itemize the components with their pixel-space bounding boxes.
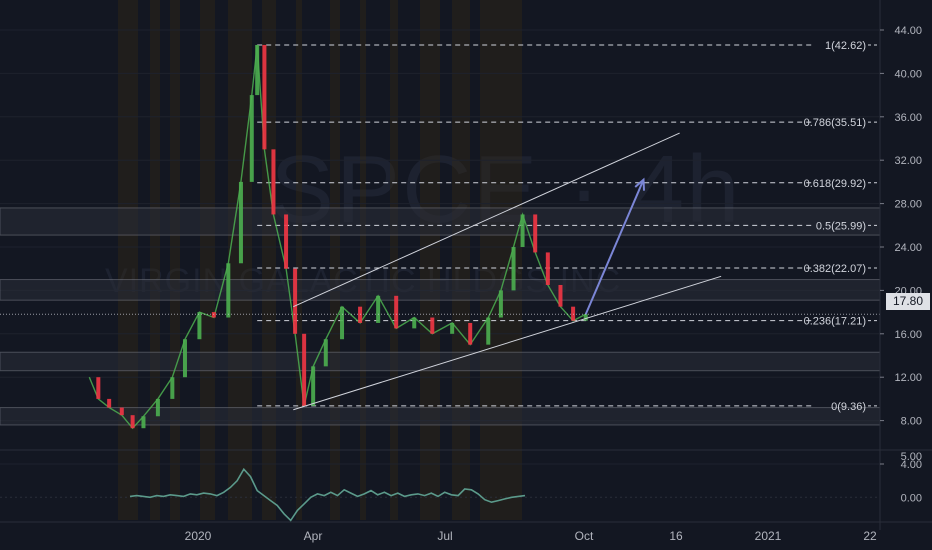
price-axis-label: 16.00 — [894, 329, 922, 341]
candle — [271, 149, 276, 215]
candle — [394, 295, 399, 329]
candle — [520, 214, 525, 247]
sr-zone — [0, 279, 881, 301]
fib-level-label: 0.618(29.92) — [804, 178, 866, 190]
time-axis-label: 2020 — [185, 529, 212, 543]
candle — [583, 314, 588, 321]
price-axis-label: 32.00 — [894, 155, 922, 167]
candle — [412, 317, 417, 329]
candle — [340, 306, 345, 340]
candle — [119, 407, 124, 416]
session-shade — [480, 0, 522, 520]
channel-lower-line — [293, 275, 722, 411]
projection-arrow — [584, 179, 645, 315]
candle — [450, 322, 455, 334]
oscillator-line — [129, 467, 526, 522]
session-shade — [118, 0, 138, 520]
price-axis-label: 40.00 — [894, 68, 922, 80]
time-axis-label: Jul — [437, 529, 452, 543]
candle — [141, 416, 146, 429]
price-axis-label: 24.00 — [894, 242, 922, 254]
candle — [498, 290, 503, 318]
time-axis-label: Apr — [304, 529, 323, 543]
candle — [545, 252, 550, 285]
candle — [211, 312, 216, 318]
fib-level-label: 0.786(35.51) — [804, 117, 866, 129]
candle — [262, 44, 267, 150]
candle — [302, 333, 307, 406]
candle — [284, 214, 289, 269]
oscillator-axis-label: 5.00 — [901, 451, 922, 463]
candle — [358, 306, 363, 323]
candle — [293, 268, 298, 334]
session-shade — [150, 0, 160, 520]
price-axis-label: 8.00 — [901, 416, 922, 428]
candle — [571, 306, 576, 321]
time-axis-label: 16 — [669, 529, 683, 543]
candle — [96, 377, 101, 399]
channel-upper-line — [293, 132, 680, 308]
candle — [170, 377, 175, 399]
session-shade — [170, 0, 180, 520]
session-shade — [200, 0, 215, 520]
candle — [323, 339, 328, 367]
price-axis-label: 36.00 — [894, 112, 922, 124]
time-axis-label: 22 — [863, 529, 877, 543]
candle — [486, 317, 491, 345]
candle — [249, 95, 254, 182]
fib-level-label: 1(42.62) — [825, 40, 866, 52]
candle — [376, 295, 381, 323]
candle — [468, 322, 473, 345]
sr-zone — [0, 351, 881, 372]
fib-level-label: 0.5(25.99) — [816, 220, 866, 232]
candle — [155, 398, 160, 417]
session-shade — [330, 0, 340, 520]
time-axis-label: Oct — [575, 529, 594, 543]
time-axis-label: 2021 — [755, 529, 782, 543]
price-axis-label: 28.00 — [894, 199, 922, 211]
candle — [255, 44, 260, 96]
session-shade — [420, 0, 440, 520]
price-axis-label: 12.00 — [894, 372, 922, 384]
candle — [130, 415, 135, 429]
fib-level-label: 0(9.36) — [831, 401, 866, 413]
fib-level-label: 0.382(22.07) — [804, 263, 866, 275]
candle — [558, 284, 563, 307]
candle — [511, 247, 516, 291]
candle — [430, 317, 435, 334]
session-shade — [296, 0, 302, 520]
candle — [226, 263, 231, 318]
candle — [311, 366, 316, 406]
price-axis-label: 4.00 — [901, 459, 922, 471]
session-shade — [390, 0, 398, 520]
fib-level-label: 0.236(17.21) — [804, 316, 866, 328]
last-price-label: 17.80 — [886, 293, 930, 310]
session-shade — [452, 0, 470, 520]
sr-zone — [0, 207, 881, 236]
candle — [197, 312, 202, 340]
price-axis-label: 44.00 — [894, 25, 922, 37]
session-shade — [360, 0, 366, 520]
oscillator-axis-label: 0.00 — [901, 492, 922, 504]
candle — [107, 398, 112, 408]
candle — [238, 181, 243, 264]
candle — [533, 214, 538, 253]
projection-arrow-head — [634, 177, 645, 191]
candle — [182, 339, 187, 378]
